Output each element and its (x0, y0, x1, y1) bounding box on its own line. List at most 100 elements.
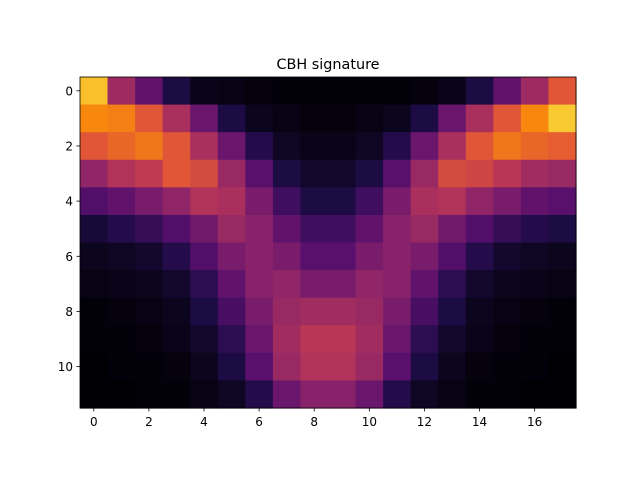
y-tick-label: 0 (65, 84, 73, 98)
heatmap-cell (410, 325, 439, 354)
heatmap-cell (300, 214, 329, 244)
heatmap-cell (80, 325, 109, 354)
heatmap-cell (465, 104, 494, 133)
heatmap-cell (548, 104, 577, 133)
heatmap-cell (300, 297, 329, 326)
heatmap-cell (80, 187, 109, 216)
heatmap-cell (162, 104, 191, 133)
heatmap-cell (162, 214, 191, 244)
heatmap-cell (548, 352, 577, 382)
x-tick-label: 16 (527, 415, 542, 429)
heatmap-cell (410, 132, 439, 161)
heatmap-cell (438, 159, 467, 188)
heatmap-cell (493, 187, 522, 216)
heatmap-cell (107, 77, 136, 106)
heatmap-cell (548, 325, 577, 354)
heatmap-cell (328, 380, 357, 409)
heatmap-cell (465, 214, 494, 244)
heatmap-cell (217, 214, 246, 244)
heatmap-cell (438, 132, 467, 161)
heatmap-cell (300, 242, 329, 271)
heatmap-cell (465, 132, 494, 161)
heatmap-cell (328, 325, 357, 354)
heatmap-cell (355, 159, 384, 188)
heatmap-cell (383, 104, 412, 133)
heatmap-cell (162, 352, 191, 382)
heatmap-cell (272, 132, 302, 161)
heatmap-cell (245, 352, 274, 382)
heatmap-cell (190, 242, 219, 271)
heatmap-cell (217, 325, 246, 354)
heatmap-cell (438, 352, 467, 382)
heatmap-cell (328, 214, 357, 244)
heatmap-cell (520, 270, 550, 299)
heatmap-cell (520, 242, 550, 271)
heatmap-cell (245, 242, 274, 271)
heatmap-cell (272, 104, 302, 133)
heatmap-cell (162, 159, 191, 188)
heatmap-cell (493, 325, 522, 354)
x-tick-label: 8 (310, 415, 318, 429)
heatmap-cell (465, 270, 494, 299)
heatmap-cell (107, 380, 136, 409)
heatmap-cell (355, 132, 384, 161)
heatmap-cell (217, 77, 246, 106)
heatmap-cell (520, 214, 550, 244)
heatmap-cell (272, 77, 302, 106)
heatmap-cell (383, 325, 412, 354)
x-tick-label: 4 (200, 415, 208, 429)
heatmap-cell (355, 214, 384, 244)
heatmap-cell (190, 187, 219, 216)
heatmap-cell (438, 297, 467, 326)
heatmap-cell (520, 325, 550, 354)
heatmap-cell (355, 242, 384, 271)
heatmap-cell (465, 159, 494, 188)
heatmap-cell (217, 104, 246, 133)
heatmap-cell (410, 77, 439, 106)
heatmap-cell (135, 104, 164, 133)
heatmap-cell (493, 270, 522, 299)
heatmap-cell (107, 132, 136, 161)
heatmap-cell (245, 325, 274, 354)
heatmap-cell (107, 242, 136, 271)
heatmap-cell (162, 242, 191, 271)
heatmap-cell (520, 380, 550, 409)
heatmap-cell (217, 242, 246, 271)
heatmap-cell (465, 297, 494, 326)
heatmap-cell (410, 242, 439, 271)
heatmap-cell (383, 77, 412, 106)
heatmap-cell (328, 297, 357, 326)
heatmap-cell (190, 132, 219, 161)
heatmap-cell (217, 159, 246, 188)
y-tick-label: 2 (65, 139, 73, 153)
heatmap-cell (190, 159, 219, 188)
heatmap-cell (190, 352, 219, 382)
heatmap-cell (493, 352, 522, 382)
heatmap-cell (328, 270, 357, 299)
heatmap-cell (300, 187, 329, 216)
heatmap-cell (80, 352, 109, 382)
heatmap-cell (190, 77, 219, 106)
heatmap-cell (107, 214, 136, 244)
heatmap-cell (355, 77, 384, 106)
heatmap-cell (272, 380, 302, 409)
heatmap-cell (493, 104, 522, 133)
heatmap-cell (162, 77, 191, 106)
heatmap-cell (438, 380, 467, 409)
heatmap-cell (355, 325, 384, 354)
heatmap-cell (520, 104, 550, 133)
heatmap-cell (245, 132, 274, 161)
heatmap-cell (520, 132, 550, 161)
heatmap-cell (217, 132, 246, 161)
heatmap-cell (190, 104, 219, 133)
heatmap-cell (300, 270, 329, 299)
y-tick-label: 6 (65, 250, 73, 264)
heatmap-cell (548, 214, 577, 244)
heatmap-cell (383, 352, 412, 382)
heatmap-cell (383, 270, 412, 299)
heatmap-cell (80, 214, 109, 244)
heatmap-cell (410, 352, 439, 382)
heatmap-cell (493, 380, 522, 409)
heatmap-cell (383, 187, 412, 216)
heatmap-cell (410, 297, 439, 326)
